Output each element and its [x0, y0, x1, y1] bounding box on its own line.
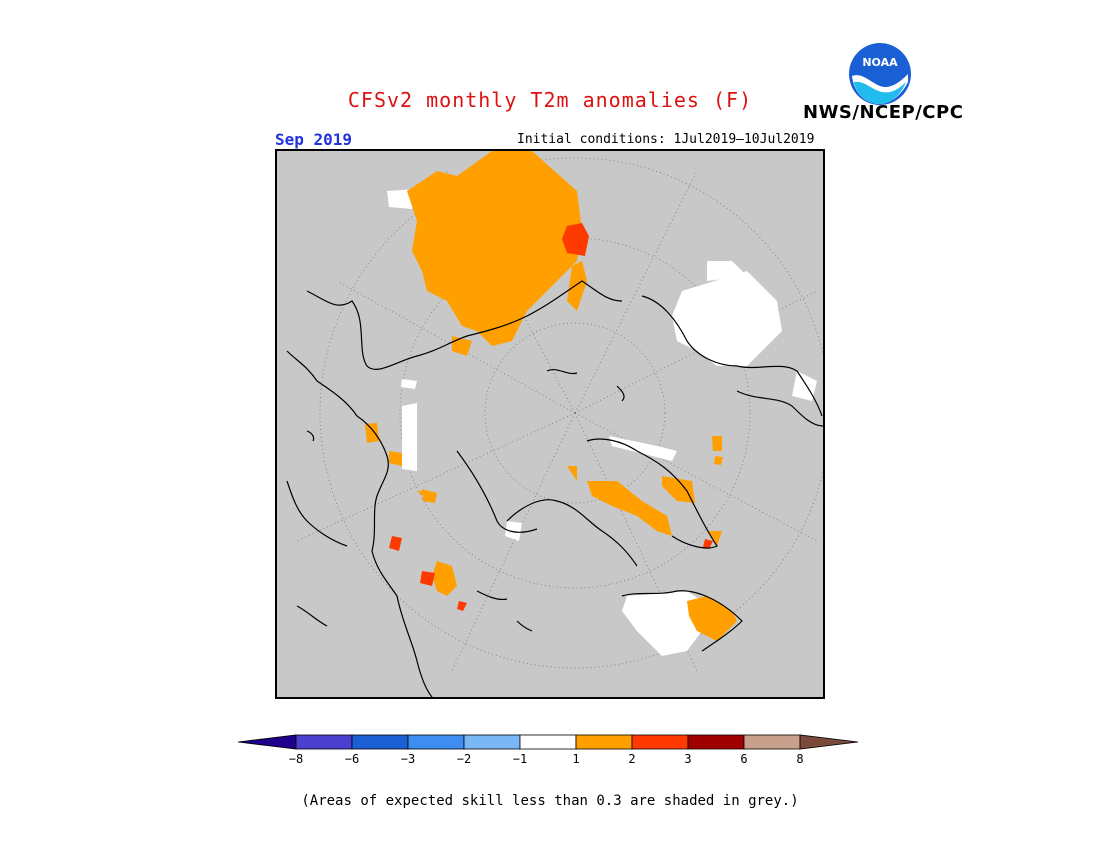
colorbar-swatch-10 — [799, 734, 859, 750]
org-label: NWS/NCEP/CPC — [803, 102, 964, 123]
colorbar-tick-label: 3 — [684, 752, 692, 766]
skill-footnote: (Areas of expected skill less than 0.3 a… — [301, 793, 799, 809]
colorbar-tick-label: 2 — [628, 752, 636, 766]
colorbar-tick-label: −3 — [400, 752, 416, 766]
strong-warm-regions — [389, 223, 713, 611]
colorbar-swatch-2 — [351, 734, 409, 750]
colorbar-swatch-0 — [237, 734, 297, 750]
colorbar-tick-label: −2 — [456, 752, 472, 766]
colorbar-swatch-9 — [743, 734, 801, 750]
colorbar-swatch-3 — [407, 734, 465, 750]
color-scale-swatches — [237, 734, 859, 750]
colorbar-swatch-7 — [631, 734, 689, 750]
colorbar-swatch-1 — [295, 734, 353, 750]
initial-conditions: Initial conditions: 1Jul2019–10Jul2019 — [517, 132, 815, 147]
polar-map-icon — [286, 151, 823, 697]
colorbar-swatch-5 — [519, 734, 577, 750]
colorbar-tick-label: 1 — [572, 752, 580, 766]
colorbar-swatch-8 — [687, 734, 745, 750]
colorbar-tick-label: −8 — [288, 752, 304, 766]
near-normal-regions — [387, 189, 817, 656]
coastlines — [286, 280, 823, 697]
polar-map — [275, 149, 825, 699]
map-title: CFSv2 monthly T2m anomalies (F) — [347, 88, 753, 112]
noaa-logo: NOAA — [848, 42, 912, 106]
colorbar-tick-label: −6 — [344, 752, 360, 766]
colorbar-swatch-6 — [575, 734, 633, 750]
colorbar-swatch-4 — [463, 734, 521, 750]
color-scale-bar — [237, 734, 862, 764]
colorbar-tick-label: −1 — [512, 752, 528, 766]
colorbar-tick-label: 8 — [796, 752, 804, 766]
warm-anomaly-regions — [365, 151, 737, 641]
valid-month: Sep 2019 — [275, 130, 353, 149]
colorbar-tick-label: 6 — [740, 752, 748, 766]
logo-text: NOAA — [862, 56, 898, 69]
